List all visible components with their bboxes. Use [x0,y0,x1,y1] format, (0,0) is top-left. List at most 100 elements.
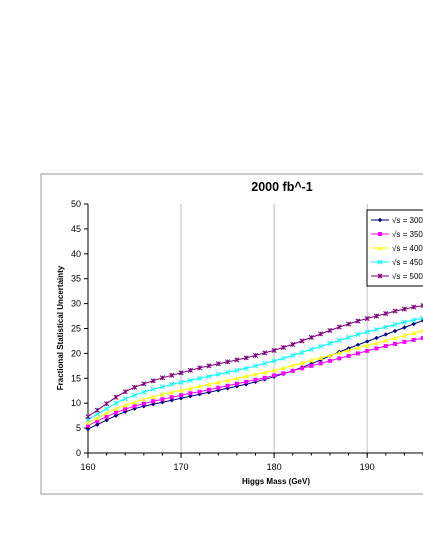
y-tick-label: 25 [71,324,81,334]
data-point [132,399,137,405]
legend-label: √s = 500 [392,272,423,281]
data-point [234,381,239,386]
data-point [281,371,286,376]
data-point [420,328,423,333]
data-point [392,328,398,334]
y-tick-label: 35 [71,274,81,284]
data-point [206,373,212,379]
y-tick-label: 50 [71,199,81,209]
data-point [122,396,128,402]
data-point [336,350,342,355]
data-point [178,379,184,385]
data-point [234,375,240,381]
data-point [280,355,286,361]
data-point [169,395,174,400]
data-point [234,384,240,389]
y-tick-label: 20 [71,348,81,358]
data-point [262,375,267,380]
data-point [141,389,147,395]
data-point [290,362,296,368]
data-point [402,339,407,344]
data-point [178,387,184,393]
data-point [383,343,388,348]
legend-label: √s = 450 [392,258,423,267]
data-point [373,313,380,319]
data-point [225,369,231,375]
data-point [206,381,212,387]
data-point [420,303,423,309]
data-point [262,360,268,366]
data-point [215,379,221,385]
data-point [216,385,221,390]
data-point [187,377,193,383]
data-point [355,331,361,338]
data-point [401,306,407,312]
series-layer [85,303,423,432]
data-point [364,329,370,335]
data-point [374,335,379,341]
data-point [169,398,174,403]
data-point [355,345,361,350]
data-point [318,361,323,366]
data-point [215,371,221,377]
data-point [225,383,230,388]
data-point [401,333,407,338]
data-point [113,406,119,411]
y-tick-label: 0 [76,448,81,458]
data-point [365,348,370,353]
x-tick-label: 170 [174,462,189,472]
data-point [392,321,398,328]
data-point [327,327,333,334]
legend-label: √s = 350 [392,230,423,239]
data-point [411,330,417,335]
data-point [327,340,333,346]
data-point [346,348,351,353]
data-point [383,332,388,337]
data-point [364,343,370,348]
data-point [271,347,277,353]
y-tick-label: 5 [76,423,81,433]
series-group [85,303,423,420]
data-point [113,410,118,415]
data-point [244,379,249,384]
data-point [94,411,100,417]
legend: √s = 300 √s = 350 √s = 400 √s = 450 √s = 500 [366,209,423,287]
data-point [271,358,277,364]
data-point [150,394,156,399]
data-point [95,422,100,427]
data-point [299,349,305,355]
data-point [318,331,324,337]
data-point [336,324,342,330]
data-point [383,338,389,343]
data-point [346,353,351,358]
series-group [85,328,423,425]
data-point [402,325,407,330]
data-point [104,417,109,423]
data-point [253,371,258,377]
data-point [159,384,165,390]
data-point [355,351,360,356]
data-point [364,315,370,322]
data-point [197,365,203,371]
data-point [308,334,314,341]
data-point [377,217,383,223]
y-tick-label: 10 [71,398,81,408]
data-point [373,326,380,333]
data-point [377,273,383,279]
data-point [113,400,119,406]
data-point [262,369,268,375]
data-point [104,414,109,419]
data-point [355,318,361,324]
axes: 0 5 10 15 20 25 30 35 40 45 50 160 170 180 190 [71,199,423,472]
data-point [113,394,119,400]
x-tick-label: 180 [267,462,282,472]
data-point [131,384,138,390]
data-point [151,399,156,404]
data-point [86,423,90,428]
y-tick-label: 45 [71,224,81,234]
data-point [252,352,259,358]
data-point [132,404,137,409]
data-point [411,304,417,310]
data-point [178,370,184,376]
